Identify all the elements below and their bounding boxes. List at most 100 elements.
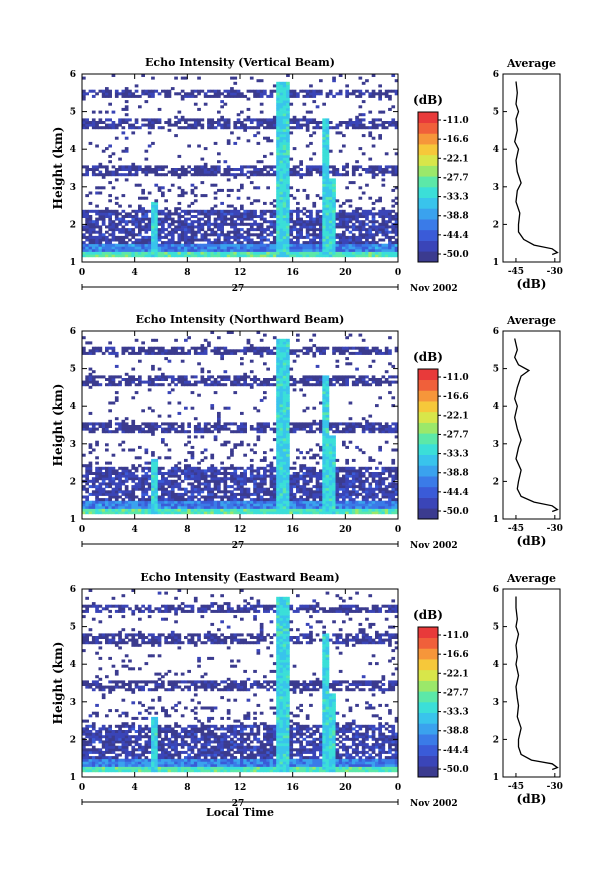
heatmap-cell (121, 419, 126, 423)
heatmap-cell (230, 422, 234, 426)
heatmap-cell (279, 427, 284, 431)
heatmap-cell (338, 209, 343, 213)
heatmap-cell (147, 430, 152, 434)
heatmap-cell (134, 427, 139, 431)
heatmap-cell (292, 461, 297, 465)
heatmap-cell (161, 191, 165, 195)
colorbar-segment (418, 122, 438, 134)
heatmap-cell (269, 466, 274, 470)
heatmap-cell (124, 508, 129, 512)
heatmap-cell (361, 134, 366, 138)
heatmap-cell (210, 222, 215, 226)
heatmap-cell (147, 487, 152, 491)
heatmap-cell (299, 222, 303, 226)
heatmap-cell (342, 201, 346, 205)
heatmap-cell (286, 391, 290, 395)
heatmap-cell (299, 168, 303, 172)
heatmap-cell (276, 469, 280, 473)
heatmap-cell (105, 209, 109, 213)
heatmap-cell (361, 209, 366, 213)
heatmap-cell (253, 170, 257, 174)
heatmap-cell (164, 199, 168, 203)
heatmap-cell (282, 391, 287, 395)
heatmap-cell (256, 160, 261, 164)
heatmap-cell (197, 170, 201, 174)
heatmap-cell (289, 89, 294, 93)
heatmap-cell (85, 482, 89, 486)
heatmap-cell (378, 222, 382, 226)
heatmap-cell (305, 511, 310, 515)
heatmap-cell (147, 92, 152, 96)
heatmap-cell (371, 94, 376, 98)
heatmap-cell (315, 378, 320, 382)
heatmap-cell (286, 490, 290, 494)
heatmap-cell (236, 217, 241, 221)
heatmap-cell (174, 170, 178, 174)
heatmap-cell (381, 230, 386, 234)
heatmap-cell (220, 100, 224, 104)
heatmap-cell (108, 482, 112, 486)
heatmap-cell (345, 238, 349, 242)
heatmap-cell (184, 173, 188, 177)
heatmap-cell (299, 508, 303, 512)
heatmap-cell (151, 469, 155, 473)
heatmap-cell (263, 201, 267, 205)
heatmap-cell (105, 346, 109, 350)
heatmap-cell (82, 225, 86, 229)
heatmap-cell (151, 461, 155, 465)
heatmap-cell (233, 254, 238, 258)
heatmap-cell (220, 248, 224, 252)
heatmap-cell (358, 147, 363, 151)
heatmap-cell (355, 215, 359, 219)
heatmap-cell (230, 477, 234, 481)
heatmap-cell (249, 378, 254, 382)
heatmap-cell (240, 505, 244, 509)
heatmap-cell (276, 97, 280, 101)
heatmap-cell (170, 466, 175, 470)
heatmap-cell (157, 375, 162, 379)
heatmap-cell (88, 89, 93, 93)
heatmap-cell (217, 472, 221, 476)
heatmap-cell (144, 451, 149, 455)
heatmap-cell (351, 238, 356, 242)
heatmap-cell (256, 89, 261, 93)
heatmap-cell (322, 235, 326, 239)
heatmap-cell (230, 230, 234, 234)
heatmap-cell (213, 254, 218, 258)
heatmap-cell (213, 349, 218, 353)
heatmap-cell (131, 220, 136, 224)
heatmap-cell (236, 479, 241, 483)
heatmap-cell (174, 173, 178, 177)
heatmap-cell (325, 508, 330, 512)
heatmap-cell (220, 246, 224, 250)
heatmap-cell (184, 503, 188, 507)
heatmap-cell (371, 246, 376, 250)
heatmap-cell (141, 430, 145, 434)
heatmap-cell (338, 246, 343, 250)
heatmap-cell (286, 235, 290, 239)
heatmap-cell (167, 375, 172, 379)
heatmap-cell (253, 443, 257, 447)
heatmap-cell (249, 228, 254, 232)
heatmap-cell (394, 220, 399, 224)
heatmap-cell (144, 466, 149, 470)
heatmap-cell (213, 472, 218, 476)
heatmap-cell (114, 225, 119, 229)
heatmap-cell (279, 188, 284, 192)
heatmap-cell (246, 107, 251, 111)
heatmap-cell (118, 511, 122, 515)
heatmap-cell (286, 385, 290, 389)
heatmap-cell (220, 472, 224, 476)
heatmap-cell (286, 443, 290, 447)
heatmap-cell (286, 168, 290, 172)
heatmap-cell (131, 427, 136, 431)
heatmap-cell (101, 94, 106, 98)
heatmap-cell (338, 74, 343, 78)
heatmap-cell (384, 222, 389, 226)
heatmap-cell (118, 466, 122, 470)
heatmap-cell (378, 97, 382, 101)
heatmap-cell (207, 511, 211, 515)
heatmap-cell (207, 170, 211, 174)
heatmap-cell (269, 121, 274, 125)
heatmap-cell (276, 126, 280, 130)
